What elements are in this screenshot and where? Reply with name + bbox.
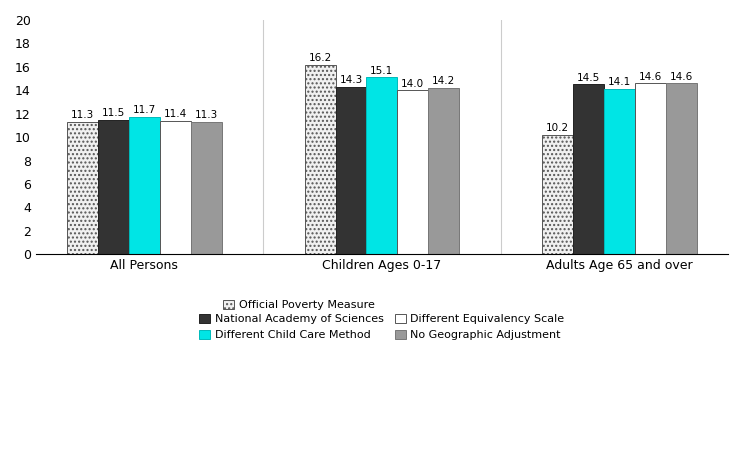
Text: 11.3: 11.3 [195, 110, 218, 120]
Text: 15.1: 15.1 [370, 66, 394, 76]
Text: 14.0: 14.0 [401, 78, 424, 88]
Text: 16.2: 16.2 [308, 53, 331, 63]
Bar [542, 135, 573, 254]
Legend: National Academy of Sciences, Different Child Care Method, Different Equivalency: National Academy of Sciences, Different … [197, 312, 567, 342]
Bar [191, 122, 221, 254]
Text: 14.6: 14.6 [669, 71, 692, 81]
Bar [160, 121, 191, 254]
Text: 11.7: 11.7 [133, 105, 156, 116]
Bar [129, 117, 160, 254]
Text: 14.6: 14.6 [638, 71, 662, 81]
Bar [604, 89, 635, 254]
Text: 14.1: 14.1 [608, 78, 631, 87]
Bar [336, 87, 366, 254]
Bar [666, 83, 696, 254]
Text: 10.2: 10.2 [546, 123, 569, 133]
Bar [428, 88, 459, 254]
Text: 14.3: 14.3 [340, 75, 363, 85]
Text: 14.5: 14.5 [577, 73, 600, 83]
Bar [98, 119, 129, 254]
Text: 11.5: 11.5 [102, 108, 125, 118]
Bar [635, 83, 666, 254]
Bar [305, 64, 336, 254]
Bar [398, 90, 428, 254]
Text: 14.2: 14.2 [432, 76, 455, 86]
Text: 11.4: 11.4 [163, 109, 187, 119]
Bar [573, 85, 604, 254]
Bar [366, 78, 398, 254]
Bar [67, 122, 98, 254]
Text: 11.3: 11.3 [71, 110, 94, 120]
